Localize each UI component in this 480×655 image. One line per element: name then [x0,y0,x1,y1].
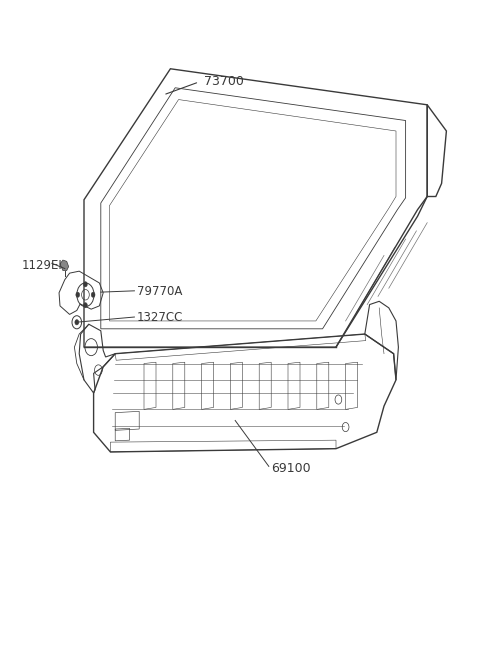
Text: 1129EI: 1129EI [22,259,62,272]
Circle shape [91,292,95,297]
Text: 1327CC: 1327CC [137,311,183,324]
Text: 79770A: 79770A [137,285,182,298]
Circle shape [75,320,79,325]
Text: 69100: 69100 [271,462,311,475]
Circle shape [84,282,87,287]
Circle shape [76,292,80,297]
Circle shape [84,303,87,308]
Text: 73700: 73700 [204,75,244,88]
Polygon shape [60,260,69,271]
